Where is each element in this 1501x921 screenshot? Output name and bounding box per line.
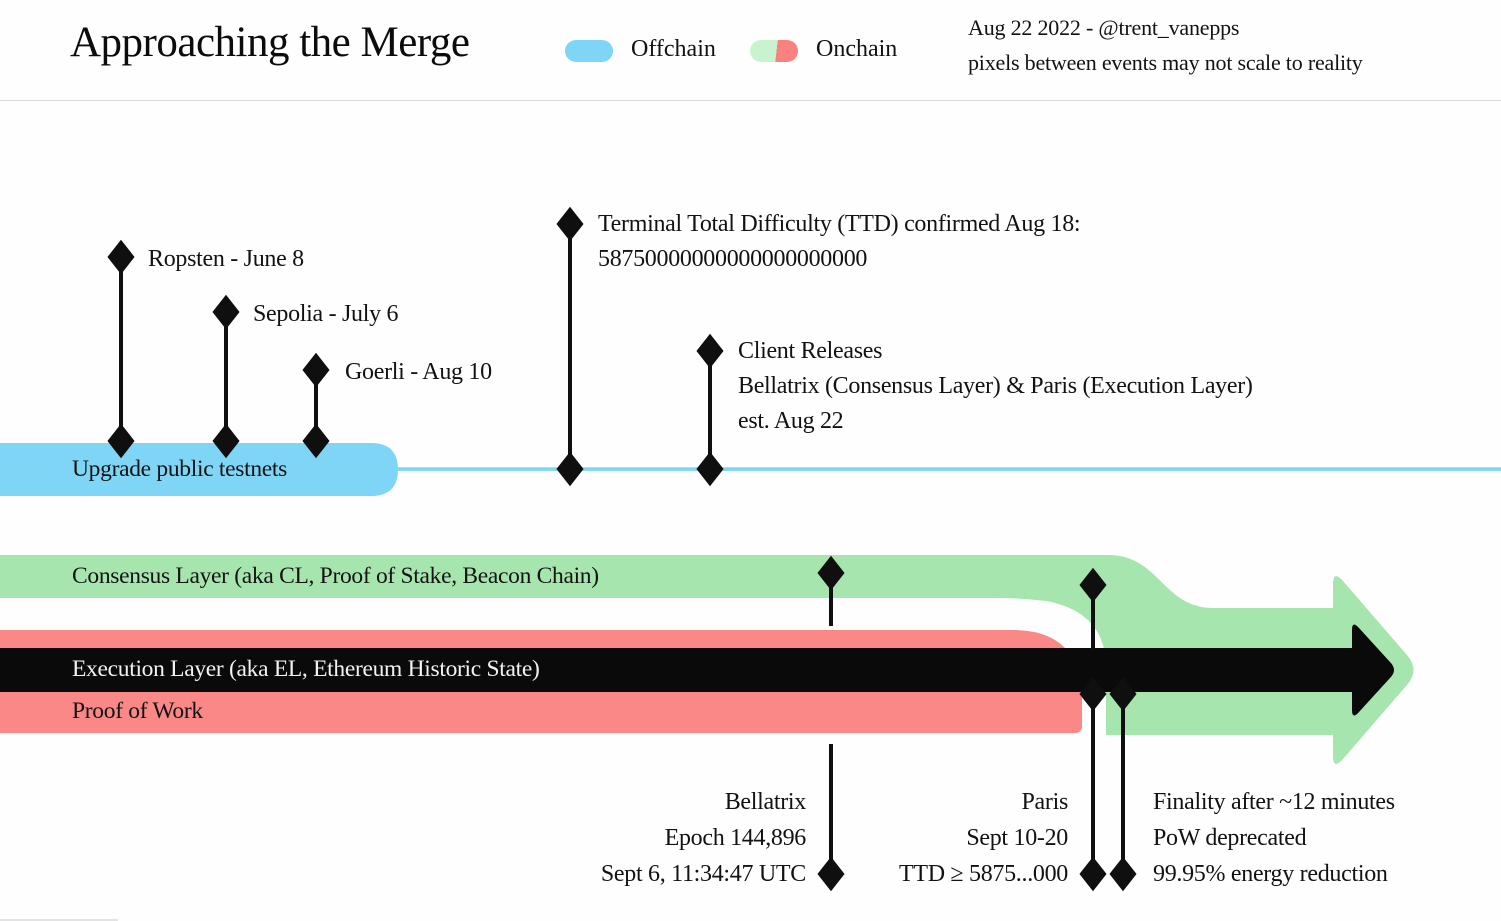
ttd-annotation-line2: 58750000000000000000000	[598, 246, 868, 272]
execution-arrow-shape	[0, 624, 1394, 716]
paris-event-name: Paris	[1021, 789, 1068, 815]
onchain-legend-label: Onchain	[816, 36, 898, 62]
finality-diamond-bottom	[1109, 856, 1137, 892]
testnet-bar-label: Upgrade public testnets	[72, 456, 287, 482]
sepolia-marker-diamond-bottom	[212, 423, 240, 459]
finality-event-block: Finality after ~12 minutes PoW deprecate…	[1153, 784, 1483, 892]
paris-event-date: Sept 10-20	[966, 825, 1068, 851]
client-releases-line1: Client Releases	[738, 338, 883, 364]
sepolia-label: Sepolia - July 6	[253, 301, 399, 327]
goerli-label: Goerli - Aug 10	[345, 359, 492, 385]
goerli-marker-diamond-top	[302, 352, 330, 388]
finality-line3: 99.95% energy reduction	[1153, 861, 1388, 887]
paris-event-block: Paris Sept 10-20 TTD ≥ 5875...000	[790, 784, 1068, 892]
ttd-marker-diamond-top	[556, 206, 584, 242]
client-releases-line2: Bellatrix (Consensus Layer) & Paris (Exe…	[738, 373, 1253, 399]
client-releases-diamond-top	[696, 333, 724, 369]
consensus-bar-label: Consensus Layer (aka CL, Proof of Stake,…	[72, 563, 599, 589]
bellatrix-diamond-bottom	[817, 856, 845, 892]
onchain-legend-swatch	[750, 40, 798, 62]
offchain-timeline-line	[398, 467, 1501, 471]
ttd-marker-diamond-bottom	[556, 451, 584, 487]
ttd-annotation-line1: Terminal Total Difficulty (TTD) confirme…	[598, 211, 1081, 237]
bellatrix-event-epoch: Epoch 144,896	[664, 825, 807, 851]
offchain-legend-label: Offchain	[631, 36, 716, 62]
page-title: Approaching the Merge	[70, 19, 470, 66]
sepolia-marker-diamond-top	[212, 294, 240, 330]
header-divider	[0, 100, 1501, 101]
bellatrix-event-block: Bellatrix Epoch 144,896 Sept 6, 11:34:47…	[500, 784, 806, 892]
finality-line2: PoW deprecated	[1153, 825, 1307, 851]
bellatrix-event-date: Sept 6, 11:34:47 UTC	[600, 861, 806, 887]
paris-diamond-bottom	[1079, 856, 1107, 892]
credit-disclaimer: pixels between events may not scale to r…	[968, 50, 1363, 75]
client-releases-line3: est. Aug 22	[738, 408, 844, 434]
finality-line1: Finality after ~12 minutes	[1153, 789, 1395, 815]
paris-diamond-mid	[1079, 676, 1107, 712]
bellatrix-event-name: Bellatrix	[724, 789, 807, 815]
offchain-legend-swatch	[565, 40, 613, 62]
pow-bar-label: Proof of Work	[72, 698, 203, 724]
finality-diamond-mid	[1109, 676, 1137, 712]
ropsten-marker-diamond-bottom	[107, 423, 135, 459]
ropsten-label: Ropsten - June 8	[148, 246, 304, 272]
testnet-bar	[0, 443, 398, 496]
execution-bar-label: Execution Layer (aka EL, Ethereum Histor…	[72, 656, 540, 682]
client-releases-diamond-bottom	[696, 451, 724, 487]
client-releases-annotation: Client Releases Bellatrix (Consensus Lay…	[738, 334, 1253, 439]
ttd-annotation: Terminal Total Difficulty (TTD) confirme…	[598, 207, 1081, 277]
ropsten-marker-diamond-top	[107, 239, 135, 275]
bottom-edge-artifact	[0, 919, 118, 921]
credit-author: Aug 22 2022 - @trent_vanepps	[968, 15, 1240, 40]
goerli-marker-diamond-bottom	[302, 423, 330, 459]
paris-event-ttd: TTD ≥ 5875...000	[898, 861, 1068, 887]
